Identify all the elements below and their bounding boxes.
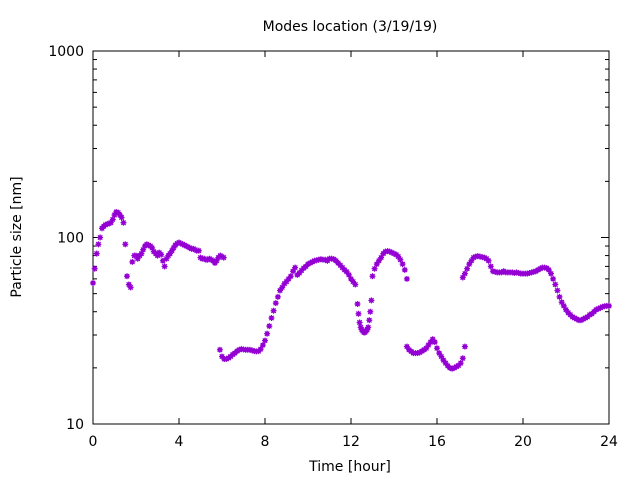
y-tick-label: 1000 [48, 44, 84, 60]
data-point [461, 343, 468, 350]
data-point [573, 316, 580, 323]
y-tick-label: 10 [66, 417, 84, 433]
data-point [554, 287, 561, 294]
data-point [355, 310, 362, 317]
data-point [257, 346, 264, 353]
data-point [354, 301, 361, 307]
data-point [367, 308, 374, 315]
x-axis-title: Time [hour] [308, 459, 391, 475]
y-tick-label: 100 [57, 231, 84, 247]
data-point [368, 297, 375, 304]
data-point [401, 266, 408, 273]
data-point [423, 345, 430, 352]
data-point [487, 263, 494, 270]
y-axis: 10 100 1000 [48, 44, 609, 433]
x-tick-label: 4 [175, 434, 184, 450]
x-tick-label: 0 [89, 434, 98, 450]
x-tick-label: 12 [342, 434, 360, 450]
data-point [403, 275, 410, 282]
x-tick-label: 24 [600, 434, 618, 450]
plot-frame [92, 50, 610, 425]
data-point [438, 353, 445, 360]
data-point [268, 315, 275, 321]
data-point [195, 247, 202, 254]
data-point [120, 219, 127, 226]
data-point [262, 337, 268, 344]
data-point [127, 284, 134, 291]
data-point [122, 241, 129, 248]
data-point [399, 261, 406, 268]
x-tick-label: 20 [514, 434, 532, 450]
x-axis: 0 4 8 12 16 20 24 [89, 51, 618, 450]
data-point [292, 264, 299, 271]
data-point [107, 219, 114, 226]
data-point [431, 339, 438, 346]
data-point [550, 275, 557, 282]
data-point [375, 257, 382, 264]
data-point [459, 355, 466, 362]
data-point [366, 317, 373, 324]
data-point [436, 350, 443, 357]
data-point [356, 319, 363, 326]
x-tick-label: 16 [428, 434, 446, 450]
x-tick-label: 8 [261, 434, 270, 450]
data-point [158, 251, 165, 258]
data-point [556, 293, 563, 300]
data-point [97, 234, 104, 241]
data-point [129, 258, 136, 265]
data-point [371, 265, 378, 272]
data-point [485, 257, 492, 264]
data-point [124, 273, 130, 280]
data-point [348, 275, 354, 282]
data-point [274, 293, 281, 300]
data-point [216, 346, 223, 353]
data-point [397, 256, 404, 263]
data-point [365, 324, 372, 331]
data-points [90, 209, 612, 372]
data-point [91, 265, 98, 272]
data-point [138, 250, 145, 257]
data-point [90, 280, 96, 286]
data-point [287, 273, 294, 280]
data-point [259, 342, 266, 349]
data-point [118, 214, 125, 221]
data-point [352, 281, 359, 288]
data-point [266, 323, 273, 330]
data-point [461, 270, 468, 277]
data-point [264, 330, 271, 337]
data-point [457, 360, 464, 367]
data-point [560, 302, 567, 309]
data-point [161, 263, 168, 270]
data-point [93, 250, 100, 257]
data-point [369, 273, 376, 280]
data-point [270, 307, 277, 314]
data-point [272, 300, 279, 307]
data-point [548, 270, 554, 277]
y-axis-title: Particle size [nm] [9, 176, 25, 297]
data-point [343, 268, 350, 275]
data-point [434, 345, 440, 352]
data-point [220, 254, 227, 261]
data-point [464, 265, 471, 272]
data-point [552, 281, 559, 288]
data-point [606, 302, 612, 309]
data-point [213, 257, 220, 264]
chart-title: Modes location (3/19/19) [263, 19, 438, 35]
data-point [95, 241, 102, 248]
